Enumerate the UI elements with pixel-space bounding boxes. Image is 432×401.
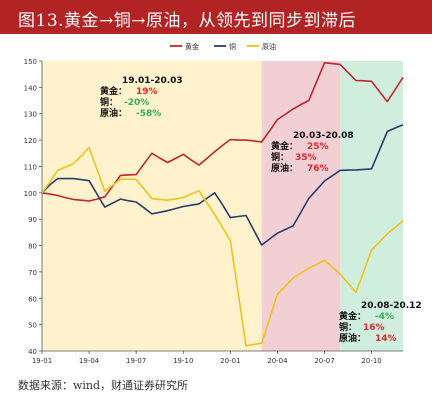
annotation-label: 铜： xyxy=(100,96,118,108)
annotation-label: 原油： xyxy=(339,332,366,344)
y-tick-label: 60 xyxy=(28,295,37,303)
annotation-value: -4% xyxy=(375,312,394,322)
annotation-label: 黄金： xyxy=(100,85,127,97)
period-regions xyxy=(42,61,403,351)
x-tick-label: 19-04 xyxy=(79,357,100,365)
legend: 黄金 铜 原油 xyxy=(170,42,276,51)
figure-title: 图13.黄金→铜→原油，从领先到同步到滞后 xyxy=(18,11,357,31)
annotation-value: -58% xyxy=(136,109,161,119)
y-tick-label: 50 xyxy=(28,322,37,330)
annotation-value: -20% xyxy=(124,98,149,108)
series-line-3 xyxy=(41,146,404,347)
legend-label-1: 黄金 xyxy=(185,42,199,51)
x-tick-label: 19-01 xyxy=(32,357,52,365)
annotation-value: 19% xyxy=(136,87,158,97)
period-region-1 xyxy=(42,61,262,351)
annotation-label: 铜： xyxy=(271,151,289,163)
x-tick-label: 20-07 xyxy=(314,357,334,365)
y-tick-label: 110 xyxy=(24,163,37,171)
legend-label-3: 原油 xyxy=(262,42,276,51)
annotation-value: 35% xyxy=(295,153,317,163)
line-chart: 40 50 60 70 80 90 100 110 120 130 140 150 19-01 19-04… xyxy=(24,42,422,365)
x-tick-label: 20-01 xyxy=(220,357,240,365)
series-lines xyxy=(41,61,404,347)
annotation-label: 黄金： xyxy=(339,310,366,322)
x-tick-label: 20-10 xyxy=(361,357,381,365)
series-line-1 xyxy=(41,61,404,202)
x-tick-label: 19-10 xyxy=(173,357,193,365)
y-tick-label: 130 xyxy=(24,111,37,119)
y-tick-label: 100 xyxy=(24,190,37,198)
annotation-label: 黄金： xyxy=(271,140,298,152)
y-tick-label: 80 xyxy=(28,243,37,251)
y-tick-label: 120 xyxy=(24,137,37,145)
y-tick-label: 140 xyxy=(24,84,37,92)
annotation-label: 铜： xyxy=(339,321,357,333)
y-tick-label: 70 xyxy=(28,269,37,277)
series-line-2 xyxy=(41,124,404,246)
y-tick-label: 90 xyxy=(28,216,37,224)
annotation-period: 20.03-20.08 xyxy=(293,131,354,141)
y-tick-label: 150 xyxy=(24,58,37,66)
chart-container: 40 50 60 70 80 90 100 110 120 130 140 150 19-01 19-04… xyxy=(0,34,432,372)
annotation-label: 原油： xyxy=(271,162,298,174)
annotation-value: 25% xyxy=(307,142,329,152)
annotation-label: 原油： xyxy=(100,107,127,119)
annotation-value: 76% xyxy=(307,164,329,174)
annotation-period: 19.01-20.03 xyxy=(122,76,183,86)
period-region-3 xyxy=(340,61,403,351)
title-bar: 图13.黄金→铜→原油，从领先到同步到滞后 xyxy=(0,0,432,34)
x-tick-label: 20-04 xyxy=(267,357,288,365)
x-tick-label: 19-07 xyxy=(126,357,146,365)
legend-label-2: 铜 xyxy=(229,42,236,51)
y-tick-label: 40 xyxy=(28,348,37,356)
source-note: 数据来源：wind，财通证券研究所 xyxy=(18,379,189,392)
annotation-value: 16% xyxy=(363,323,385,333)
axes: 40 50 60 70 80 90 100 110 120 130 140 150 19-01 19-04… xyxy=(24,58,403,365)
annotation-period: 20.08-20.12 xyxy=(361,301,422,311)
annotation-value: 14% xyxy=(375,334,397,344)
